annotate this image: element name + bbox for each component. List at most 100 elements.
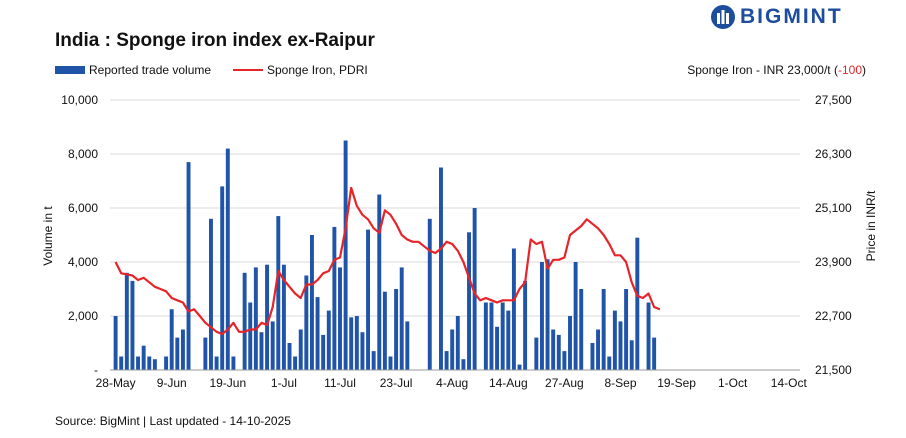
volume-bar [371, 351, 376, 370]
volume-bar [450, 329, 455, 370]
volume-bar [124, 272, 129, 370]
volume-bar [573, 262, 578, 370]
volume-bar [349, 317, 354, 370]
volume-bar [556, 334, 561, 370]
y-tick-left: 6,000 [68, 201, 98, 215]
volume-bar [523, 280, 528, 370]
volume-bar [551, 329, 556, 370]
volume-bar [332, 226, 337, 370]
legend-line-swatch [233, 69, 263, 71]
legend-label-price: Sponge Iron, PDRI [267, 63, 368, 77]
y-tick-right: 27,500 [815, 93, 852, 107]
legend-bar-swatch [55, 66, 85, 74]
volume-bar [169, 309, 174, 370]
volume-bar [495, 326, 500, 370]
volume-bar [652, 337, 657, 370]
x-tick-label: 19-Sep [657, 376, 696, 390]
volume-bar [209, 218, 213, 370]
y-tick-left: 2,000 [68, 309, 98, 323]
y-axis-left-title: Volume in t [41, 206, 55, 266]
volume-bar [366, 229, 371, 370]
volume-bars [113, 140, 657, 370]
volume-bar [461, 359, 466, 370]
volume-bar [180, 329, 185, 370]
volume-bar [141, 345, 146, 370]
volume-bar [293, 356, 298, 370]
volume-bar [511, 248, 516, 370]
y-tick-left: 10,000 [61, 93, 98, 107]
x-tick-label: 4-Aug [436, 376, 468, 390]
brand-name: BIGMINT [740, 5, 843, 28]
volume-bar [618, 321, 623, 370]
x-tick-label: 1-Jul [271, 376, 297, 390]
volume-bar [607, 356, 612, 370]
volume-bar [489, 302, 494, 370]
volume-bar [360, 332, 365, 370]
volume-bar [382, 291, 387, 370]
volume-bar [624, 289, 629, 370]
y-axis-left: - 2,000 4,000 6,000 8,000 10,000 [61, 93, 98, 377]
volume-bar [242, 272, 247, 370]
volume-bar [562, 351, 567, 370]
source-note: Source: BigMint | Last updated - 14-10-2… [55, 414, 291, 428]
volume-bar [248, 302, 253, 370]
volume-bar [596, 329, 601, 370]
volume-bar [534, 337, 539, 370]
volume-bar [265, 264, 270, 370]
y-tick-left: 4,000 [68, 255, 98, 269]
volume-bar [164, 356, 169, 370]
volume-bar [545, 259, 550, 370]
chart-title: India : Sponge iron index ex-Raipur [55, 30, 375, 51]
volume-bar [321, 334, 326, 370]
volume-bar [394, 289, 399, 370]
volume-bar [304, 275, 309, 370]
x-tick-label: 27-Aug [545, 376, 584, 390]
volume-bar [399, 267, 404, 370]
volume-bar [579, 289, 584, 370]
volume-bar [119, 356, 124, 370]
volume-bar [203, 337, 208, 370]
volume-bar [568, 316, 572, 370]
x-tick-label: 28-May [96, 376, 136, 390]
volume-bar [270, 321, 275, 370]
legend-item-volume: Reported trade volume [55, 63, 211, 77]
volume-bar [500, 302, 505, 370]
volume-bar [276, 216, 281, 370]
price-change: -100 [837, 63, 862, 77]
volume-bar [612, 310, 617, 370]
volume-bar [427, 218, 432, 370]
x-tick-label: 23-Jul [380, 376, 413, 390]
legend-label-volume: Reported trade volume [89, 63, 212, 77]
x-tick-label: 11-Jul [324, 376, 356, 390]
x-tick-label: 14-Aug [489, 376, 528, 390]
volume-bar [472, 208, 477, 370]
volume-bar [377, 194, 382, 370]
volume-bar [136, 356, 141, 370]
x-tick-label: 14-Oct [771, 376, 808, 390]
volume-bar [635, 237, 640, 370]
y-tick-right: 26,300 [815, 147, 852, 161]
y-tick-left: 8,000 [68, 147, 98, 161]
legend-item-price: Sponge Iron, PDRI [233, 63, 368, 77]
volume-bar [506, 310, 511, 370]
volume-bar [259, 332, 264, 370]
volume-bar [354, 316, 359, 370]
x-tick-label: 1-Oct [718, 376, 748, 390]
volume-bar [309, 235, 314, 370]
x-tick-label: 19-Jun [209, 376, 246, 390]
volume-bar [152, 359, 157, 370]
volume-bar [444, 351, 449, 370]
volume-bar [439, 167, 443, 370]
bigmint-logo-icon [711, 5, 735, 29]
brand-logo: BIGMINT [710, 4, 843, 30]
volume-bar [517, 364, 522, 370]
volume-bar [225, 148, 230, 370]
y-tick-right: 25,100 [815, 201, 852, 215]
volume-bar [388, 356, 393, 370]
volume-bar [231, 356, 236, 370]
gridlines [110, 99, 800, 317]
volume-bar [147, 356, 152, 370]
volume-bar [315, 297, 320, 370]
volume-bar [343, 140, 348, 370]
